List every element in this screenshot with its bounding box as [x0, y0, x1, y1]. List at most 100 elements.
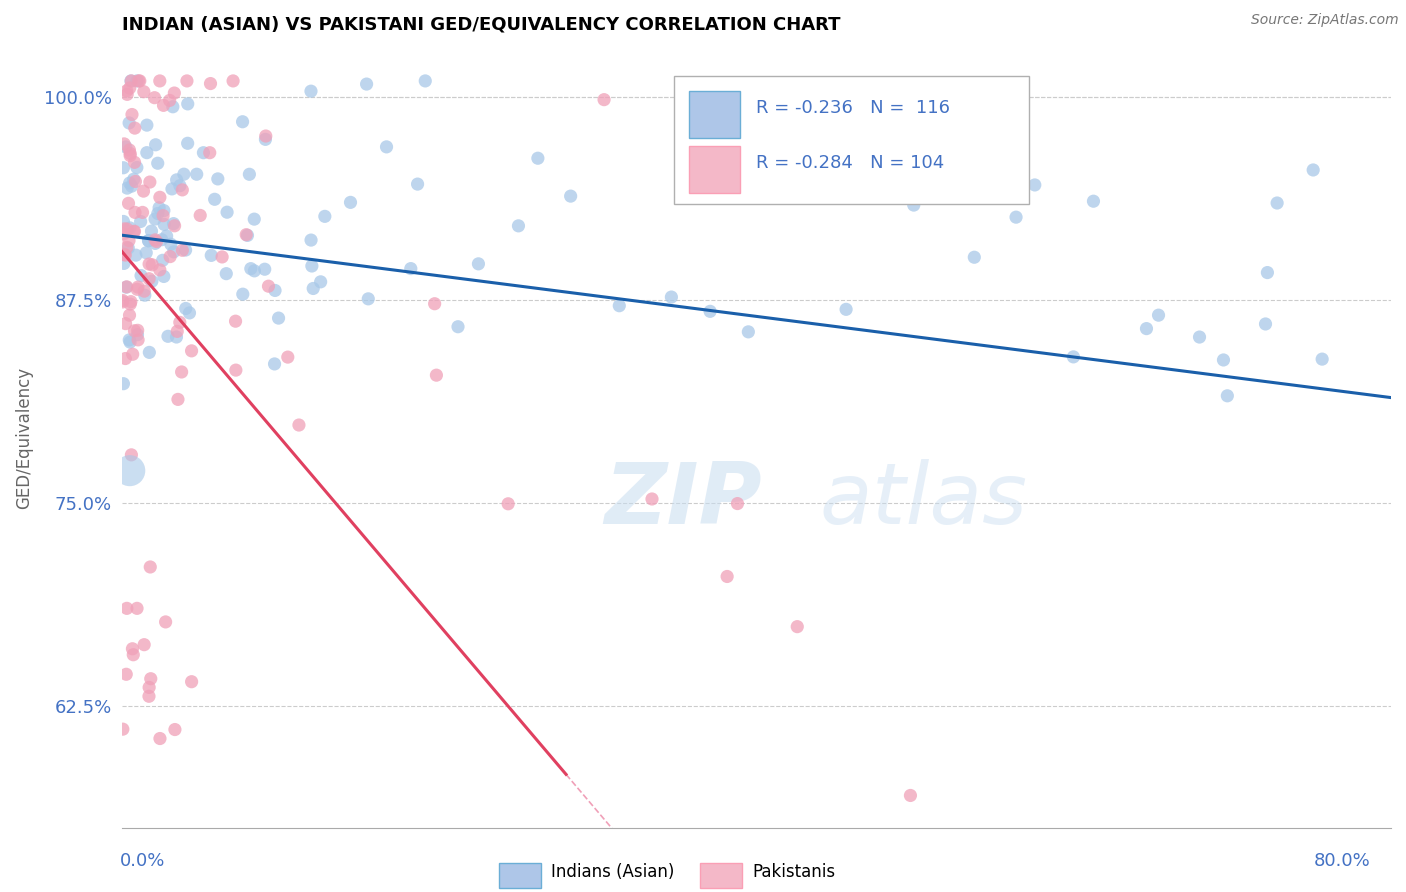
Point [238, 167, 260, 181]
Point [162, 217, 184, 231]
Point [117, 241, 139, 255]
Point [737, 325, 759, 339]
Point [122, 648, 145, 662]
Point [129, 214, 152, 228]
Point [120, 294, 142, 309]
Point [118, 333, 141, 347]
Point [496, 497, 519, 511]
Point [1024, 178, 1046, 192]
Point [149, 74, 172, 88]
Point [112, 247, 135, 261]
Point [169, 315, 191, 329]
Point [114, 140, 136, 154]
Point [127, 280, 149, 294]
Point [148, 201, 170, 215]
Text: 0.0%: 0.0% [120, 852, 165, 870]
Point [111, 293, 134, 308]
Point [118, 81, 141, 95]
Point [267, 311, 290, 326]
Point [127, 327, 149, 342]
FancyBboxPatch shape [689, 146, 740, 193]
Point [127, 323, 149, 337]
Point [134, 284, 156, 298]
Point [149, 263, 172, 277]
Point [118, 308, 141, 322]
Point [128, 74, 150, 88]
Point [115, 87, 138, 102]
Point [111, 722, 134, 736]
Point [254, 132, 277, 146]
Point [225, 314, 247, 328]
Point [112, 161, 135, 175]
Point [239, 261, 262, 276]
Point [111, 295, 134, 310]
Point [112, 227, 135, 241]
Point [145, 137, 167, 152]
FancyBboxPatch shape [673, 76, 1029, 204]
Point [167, 392, 190, 407]
Point [200, 77, 222, 91]
Point [152, 98, 174, 112]
Point [423, 296, 446, 310]
Point [139, 175, 162, 189]
Point [115, 280, 138, 294]
Point [211, 250, 233, 264]
FancyBboxPatch shape [689, 91, 740, 138]
Text: Source: ZipAtlas.com: Source: ZipAtlas.com [1251, 13, 1399, 28]
Point [132, 184, 155, 198]
Point [835, 302, 858, 317]
Point [118, 464, 141, 478]
Point [131, 205, 153, 219]
Point [1062, 350, 1084, 364]
Point [263, 357, 285, 371]
Point [115, 84, 138, 98]
Point [160, 237, 183, 252]
Point [163, 244, 186, 259]
Point [121, 347, 143, 361]
Point [166, 173, 188, 187]
Point [254, 128, 277, 143]
Point [193, 145, 215, 160]
Point [120, 297, 142, 311]
Point [124, 174, 146, 188]
Point [112, 256, 135, 270]
Point [169, 178, 191, 193]
Text: R = -0.284   N = 104: R = -0.284 N = 104 [756, 153, 945, 171]
Point [124, 224, 146, 238]
Point [173, 167, 195, 181]
Point [124, 121, 146, 136]
Point [299, 84, 322, 98]
Point [120, 448, 142, 462]
Point [124, 155, 146, 169]
Point [127, 282, 149, 296]
Point [135, 145, 157, 160]
Point [1135, 321, 1157, 335]
Point [661, 290, 683, 304]
Point [1083, 194, 1105, 209]
Point [135, 118, 157, 132]
Point [264, 284, 287, 298]
Point [257, 279, 280, 293]
Point [198, 145, 221, 160]
Point [375, 140, 398, 154]
Point [118, 116, 141, 130]
Point [176, 74, 198, 88]
Point [204, 192, 226, 206]
Point [309, 275, 332, 289]
Point [200, 248, 222, 262]
Point [413, 74, 436, 88]
Point [174, 243, 197, 257]
Point [339, 195, 361, 210]
Point [163, 86, 186, 100]
Point [141, 224, 163, 238]
Point [593, 93, 616, 107]
Point [963, 250, 986, 264]
Point [120, 74, 142, 88]
Point [143, 212, 166, 227]
Point [150, 233, 173, 247]
Point [118, 143, 141, 157]
Point [243, 212, 266, 227]
Point [166, 324, 188, 338]
Point [120, 148, 142, 162]
Point [406, 177, 429, 191]
